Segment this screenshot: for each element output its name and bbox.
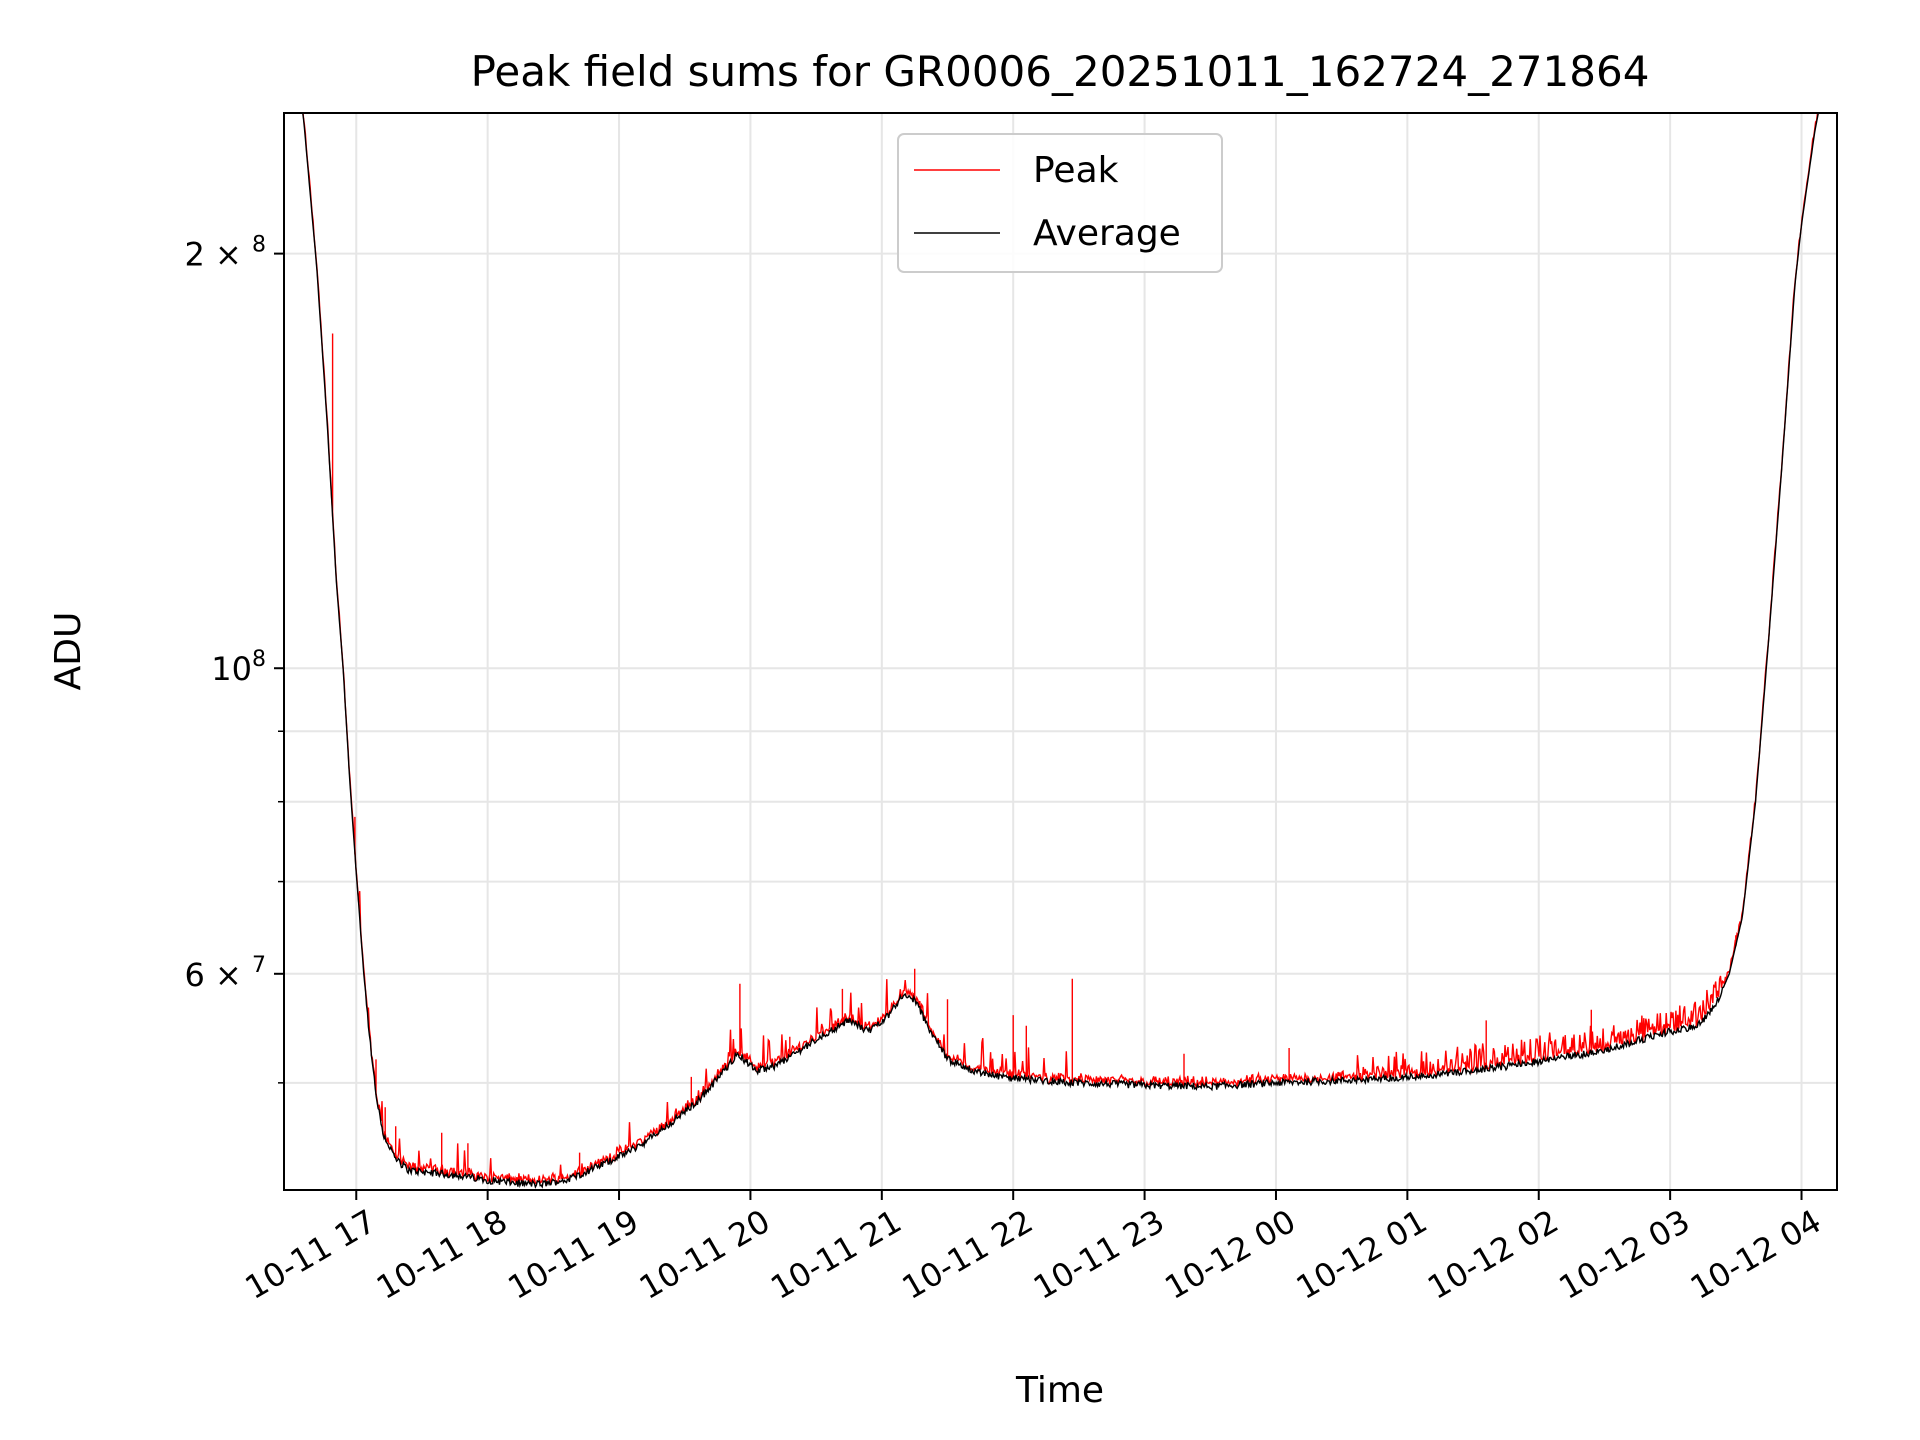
series-layer — [302, 113, 1820, 1189]
legend-peak-label: Peak — [1033, 150, 1119, 191]
chart-title: Peak field sums for GR0006_20251011_1627… — [471, 47, 1650, 96]
y-tick-label: 108 — [211, 647, 266, 688]
grid-layer — [284, 113, 1837, 1190]
legend: Peak Average — [897, 133, 1223, 273]
y-tick-label: 2 × 8 — [184, 233, 266, 274]
peak-series-line — [302, 113, 1819, 1186]
y-tick-label: 6 × 7 — [184, 953, 266, 994]
x-axis-title: Time — [1015, 1370, 1104, 1411]
legend-average-label: Average — [1033, 213, 1181, 254]
legend-box — [897, 133, 1223, 273]
y-axis-title: ADU — [48, 612, 89, 691]
average-series-line — [302, 113, 1820, 1189]
plot-area-frame — [283, 112, 1838, 1191]
